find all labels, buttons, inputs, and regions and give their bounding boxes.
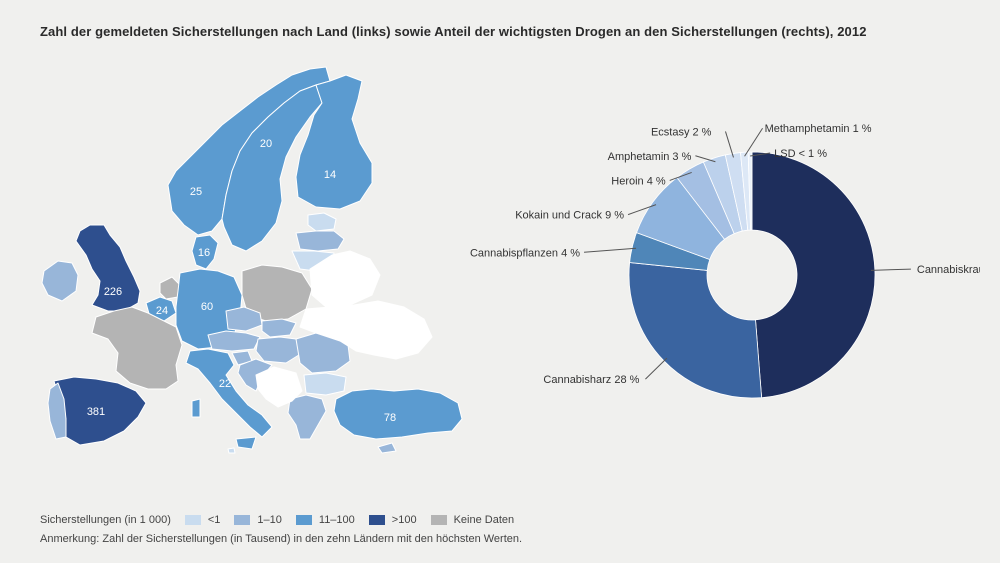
legend-label-lt1: <1 [207, 514, 221, 526]
map-label-turkey: 78 [384, 412, 396, 424]
slice-lsd[interactable] [747, 151, 753, 231]
legend-swatch-nodata [430, 515, 447, 525]
country-italy[interactable] [185, 348, 273, 450]
slice-label-lsd: LSD < 1 % [774, 148, 827, 160]
country-greece[interactable] [287, 394, 327, 440]
country-france[interactable] [91, 306, 183, 390]
country-austria[interactable] [207, 330, 261, 352]
slice-label-amphetamin: Amphetamin 3 % [608, 151, 692, 163]
leader-cannabisharz [645, 357, 668, 380]
leader-cannabispflanzen [584, 247, 637, 253]
europe-map: 25 20 14 16 226 24 60 381 22 78 [41, 66, 463, 454]
country-estonia[interactable] [307, 212, 337, 232]
slice-cannabisharz[interactable] [628, 262, 763, 399]
country-ukraine[interactable] [299, 300, 433, 360]
chart-title: Zahl der gemeldeten Sicherstellungen nac… [40, 24, 867, 39]
map-label-finland: 14 [324, 169, 336, 181]
leader-kokain-und-crack [627, 204, 657, 216]
leader-methamphetamin [744, 127, 763, 157]
slice-label-kokain-und-crack: Kokain und Crack 9 % [515, 210, 624, 222]
slice-label-ecstasy: Ecstasy 2 % [651, 126, 712, 138]
slice-label-cannabispflanzen: Cannabispflanzen 4 % [470, 247, 580, 259]
country-malta[interactable] [227, 447, 236, 454]
map-legend: Sicherstellungen (in 1 000) <1 1–10 11–1… [40, 514, 514, 526]
country-bulgaria[interactable] [303, 372, 347, 396]
country-balkans[interactable] [255, 366, 303, 408]
slice-label-methamphetamin: Methamphetamin 1 % [765, 123, 872, 135]
country-portugal[interactable] [47, 382, 67, 440]
map-label-sweden: 20 [260, 138, 272, 150]
legend-swatch-1-10 [234, 515, 251, 525]
slice-label-cannabisharz: Cannabisharz 28 % [543, 374, 639, 386]
leader-lsd [750, 152, 771, 157]
map-label-norway: 25 [190, 186, 202, 198]
leader-ecstasy [724, 131, 734, 158]
legend-label-nodata: Keine Daten [453, 514, 515, 526]
legend-label-gt100: >100 [391, 514, 417, 526]
map-label-italy: 22 [219, 378, 231, 390]
slice-label-cannabiskraut: Cannabiskraut 49 % [917, 264, 980, 276]
country-sweden[interactable] [221, 84, 323, 252]
country-cyprus[interactable] [377, 442, 397, 454]
slice-label-heroin: Heroin 4 % [611, 175, 666, 187]
country-ireland[interactable] [41, 260, 79, 302]
drug-share-donut-chart: Cannabiskraut 49 % Cannabisharz 28 % Canna… [470, 123, 980, 399]
leader-amphetamin [695, 155, 716, 163]
legend-swatch-11-100 [295, 515, 312, 525]
map-label-germany: 60 [201, 301, 213, 313]
map-label-belgium: 24 [156, 305, 168, 317]
map-label-denmark: 16 [198, 247, 210, 259]
legend-label-11-100: 11–100 [318, 514, 355, 526]
slice-cannabiskraut[interactable] [751, 151, 876, 399]
country-belarus[interactable] [309, 250, 381, 308]
legend-title: Sicherstellungen (in 1 000) [40, 514, 171, 526]
legend-label-1-10: 1–10 [257, 514, 282, 526]
footnote: Anmerkung: Zahl der Sicherstellungen (in… [40, 533, 523, 545]
country-finland[interactable] [295, 74, 373, 210]
country-slovakia[interactable] [261, 318, 297, 338]
country-denmark[interactable] [191, 234, 219, 270]
country-latvia[interactable] [295, 230, 345, 252]
legend-swatch-lt1 [184, 515, 201, 525]
leader-cannabiskraut [870, 268, 911, 271]
leader-heroin [669, 171, 692, 181]
map-label-uk: 226 [104, 286, 122, 298]
country-uk[interactable] [75, 224, 141, 312]
legend-swatch-gt100 [368, 515, 385, 525]
map-label-spain: 381 [87, 406, 105, 418]
country-turkey[interactable] [333, 388, 463, 440]
country-hungary[interactable] [255, 336, 303, 364]
